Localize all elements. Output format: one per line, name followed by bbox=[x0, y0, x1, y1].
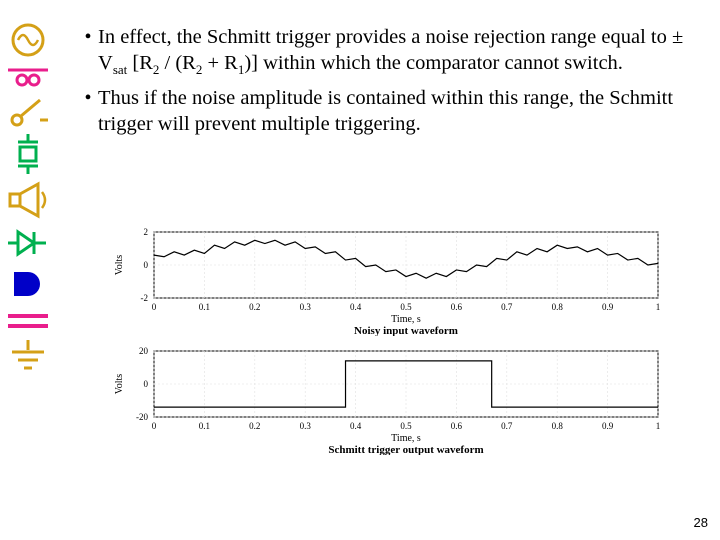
svg-text:0: 0 bbox=[152, 302, 157, 312]
svg-text:20: 20 bbox=[139, 346, 149, 356]
svg-text:0.8: 0.8 bbox=[552, 421, 564, 431]
switch-icon bbox=[8, 94, 48, 128]
svg-text:0.3: 0.3 bbox=[300, 421, 312, 431]
diode-icon bbox=[8, 226, 48, 260]
svg-text:0.5: 0.5 bbox=[400, 421, 412, 431]
svg-text:2: 2 bbox=[144, 227, 149, 237]
svg-text:Volts: Volts bbox=[114, 255, 125, 275]
svg-text:1: 1 bbox=[656, 302, 661, 312]
svg-text:0.8: 0.8 bbox=[552, 302, 564, 312]
ground-icon bbox=[8, 340, 48, 374]
connector-icon bbox=[8, 66, 48, 88]
text-content: •In effect, the Schmitt trigger provides… bbox=[78, 24, 698, 139]
svg-text:Time, s: Time, s bbox=[391, 314, 421, 325]
crystal-icon bbox=[8, 134, 48, 174]
svg-text:-20: -20 bbox=[136, 412, 148, 422]
svg-text:0: 0 bbox=[152, 421, 157, 431]
svg-text:Noisy input waveform: Noisy input waveform bbox=[354, 325, 458, 336]
svg-text:-2: -2 bbox=[141, 293, 149, 303]
svg-text:0.2: 0.2 bbox=[249, 302, 260, 312]
bullet-text: In effect, the Schmitt trigger provides … bbox=[98, 24, 698, 83]
svg-text:Schmitt trigger output wavefor: Schmitt trigger output waveform bbox=[328, 444, 483, 455]
speaker-icon bbox=[8, 180, 54, 220]
svg-text:0.5: 0.5 bbox=[400, 302, 412, 312]
page-number: 28 bbox=[694, 515, 708, 530]
schmitt-output-chart: 0 0.1 0.2 0.3 0.4 0.5 0.6 0.7 0.8 0.9 1 -20 0 20 Volts… bbox=[108, 345, 674, 460]
svg-text:0.4: 0.4 bbox=[350, 421, 362, 431]
svg-text:0.4: 0.4 bbox=[350, 302, 362, 312]
svg-text:0.2: 0.2 bbox=[249, 421, 260, 431]
svg-text:Volts: Volts bbox=[114, 374, 125, 394]
svg-text:0.7: 0.7 bbox=[501, 302, 513, 312]
svg-text:0.6: 0.6 bbox=[451, 302, 463, 312]
svg-text:0.9: 0.9 bbox=[602, 421, 614, 431]
bullet-text: Thus if the noise amplitude is contained… bbox=[98, 85, 698, 137]
capacitor-icon bbox=[8, 306, 48, 334]
bullet-item: •Thus if the noise amplitude is containe… bbox=[78, 85, 698, 137]
shape-icon bbox=[8, 266, 48, 300]
svg-text:Time, s: Time, s bbox=[391, 433, 421, 444]
svg-text:0.7: 0.7 bbox=[501, 421, 513, 431]
bullet-item: •In effect, the Schmitt trigger provides… bbox=[78, 24, 698, 83]
svg-text:0: 0 bbox=[144, 379, 149, 389]
bullet-marker: • bbox=[78, 85, 98, 111]
svg-text:0.1: 0.1 bbox=[199, 302, 210, 312]
icon-sidebar bbox=[8, 20, 66, 380]
svg-text:0.6: 0.6 bbox=[451, 421, 463, 431]
noisy-input-chart: 00.10.20.30.40.50.60.70.80.91-202VoltsTi… bbox=[108, 226, 674, 341]
svg-text:0.3: 0.3 bbox=[300, 302, 312, 312]
charts-area: 00.10.20.30.40.50.60.70.80.91-202VoltsTi… bbox=[108, 226, 674, 464]
svg-text:0: 0 bbox=[144, 260, 149, 270]
svg-text:0.1: 0.1 bbox=[199, 421, 210, 431]
svg-text:0.9: 0.9 bbox=[602, 302, 614, 312]
bullet-marker: • bbox=[78, 24, 98, 50]
svg-text:1: 1 bbox=[656, 421, 661, 431]
sine-source-icon bbox=[8, 20, 48, 60]
